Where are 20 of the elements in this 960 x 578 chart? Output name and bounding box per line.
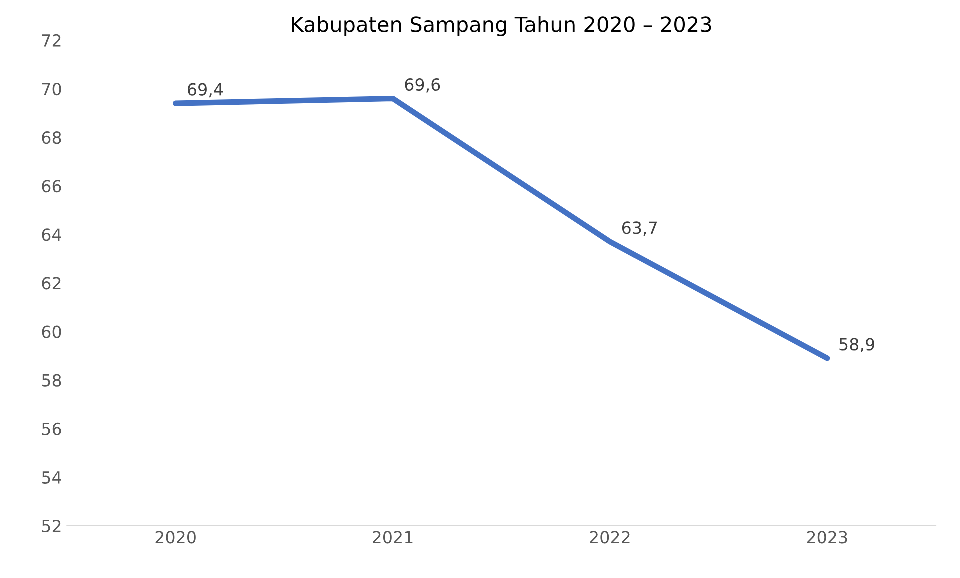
data-label: 63,7	[622, 222, 657, 236]
y-tick-label: 66	[42, 180, 62, 193]
y-tick-label: 52	[42, 520, 61, 533]
data-label: 69,6	[405, 78, 440, 93]
y-tick-label: 72	[42, 34, 61, 47]
y-tick-label: 70	[42, 82, 62, 96]
y-tick-label: 58	[42, 374, 62, 387]
data-label: 58,9	[840, 338, 874, 353]
y-tick-label: 64	[42, 228, 62, 242]
x-tick-label: 2021	[373, 531, 413, 544]
x-tick-label: 2020	[156, 531, 196, 544]
x-tick-label: 2022	[590, 531, 630, 544]
data-label: 69,4	[188, 83, 224, 98]
x-tick-label: 2023	[807, 531, 848, 544]
y-tick-label: 68	[42, 132, 62, 144]
y-tick-label: 54	[42, 472, 62, 484]
y-tick-label: 60	[42, 326, 62, 338]
y-tick-label: 62	[42, 277, 61, 290]
y-tick-label: 56	[42, 422, 62, 436]
chart-title: Kabupaten Sampang Tahun 2020 – 2023	[292, 16, 712, 36]
